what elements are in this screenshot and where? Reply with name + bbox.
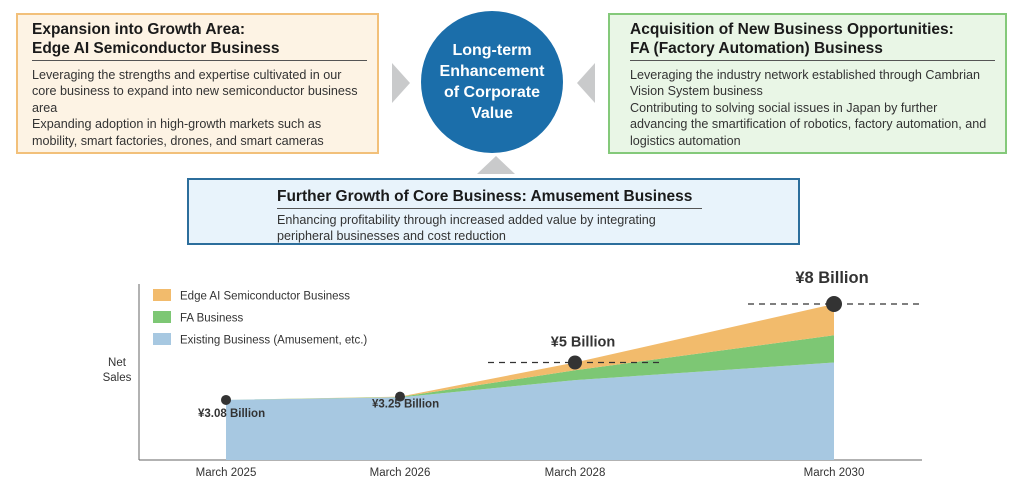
edge-ai-box: Expansion into Growth Area: Edge AI Semi… (16, 13, 379, 154)
edge-ai-body: Leveraging the strengths and expertise c… (32, 67, 367, 149)
total-label-2: ¥3.25 Billion (372, 399, 439, 411)
x-tick-label-3: March 2028 (545, 467, 606, 479)
x-tick-label-4: March 2030 (804, 467, 865, 479)
fa-business-box: Acquisition of New Business Opportunitie… (608, 13, 1007, 154)
arrow-up-icon (477, 156, 515, 174)
edge-ai-para-2: Expanding adoption in high-growth market… (32, 117, 324, 148)
area-series-2 (226, 335, 834, 400)
fa-title-line2: FA (Factory Automation) Business (630, 40, 883, 57)
core-business-box: Further Growth of Core Business: Amuseme… (187, 178, 800, 245)
total-label-3: ¥5 Billion (551, 335, 615, 351)
core-title: Further Growth of Core Business: Amuseme… (277, 188, 693, 205)
total-label-1: ¥3.08 Billion (198, 408, 265, 420)
y-axis-label-line-1: Net (108, 357, 127, 369)
total-dot-2 (395, 391, 405, 402)
area-series-1 (226, 362, 834, 460)
total-dot-4 (826, 296, 842, 312)
edge-ai-title-line2: Edge AI Semiconductor Business (32, 40, 280, 57)
legend-swatch-3 (153, 333, 171, 345)
edge-ai-para-1: Leveraging the strengths and expertise c… (32, 68, 358, 115)
total-label-4: ¥8 Billion (795, 269, 868, 287)
x-tick-label-1: March 2025 (196, 467, 257, 479)
legend-swatch-1 (153, 289, 171, 301)
legend-label-1: Edge AI Semiconductor Business (180, 291, 350, 303)
edge-ai-title-line1: Expansion into Growth Area: (32, 21, 245, 38)
fa-para-2: Contributing to solving social issues in… (630, 100, 987, 148)
x-tick-label-2: March 2026 (370, 467, 431, 479)
arrow-right-icon (392, 63, 410, 103)
edge-ai-title-rule (32, 60, 367, 61)
y-axis-label-line-2: Sales (103, 372, 132, 384)
total-dot-3 (568, 355, 582, 370)
total-dot-1 (221, 394, 231, 405)
arrow-left-icon (577, 63, 595, 103)
core-title-rule (277, 208, 702, 209)
long-term-value-circle: Long-term Enhancement of Corporate Value (421, 11, 563, 153)
net-sales-chart: ¥3.08 Billion ¥3.25 Billion ¥5 Billion ¥8 B… (103, 269, 922, 479)
fa-para-1: Leveraging the industry network establis… (630, 68, 981, 99)
fa-title-line1: Acquisition of New Business Opportunitie… (630, 21, 954, 38)
legend-swatch-2 (153, 311, 171, 323)
legend-label-3: Existing Business (Amusement, etc.) (180, 335, 367, 347)
legend-label-2: FA Business (180, 313, 244, 325)
fa-title-rule (630, 60, 995, 61)
core-body: Enhancing profitability through increase… (277, 213, 656, 244)
fa-body: Leveraging the industry network establis… (630, 67, 995, 149)
